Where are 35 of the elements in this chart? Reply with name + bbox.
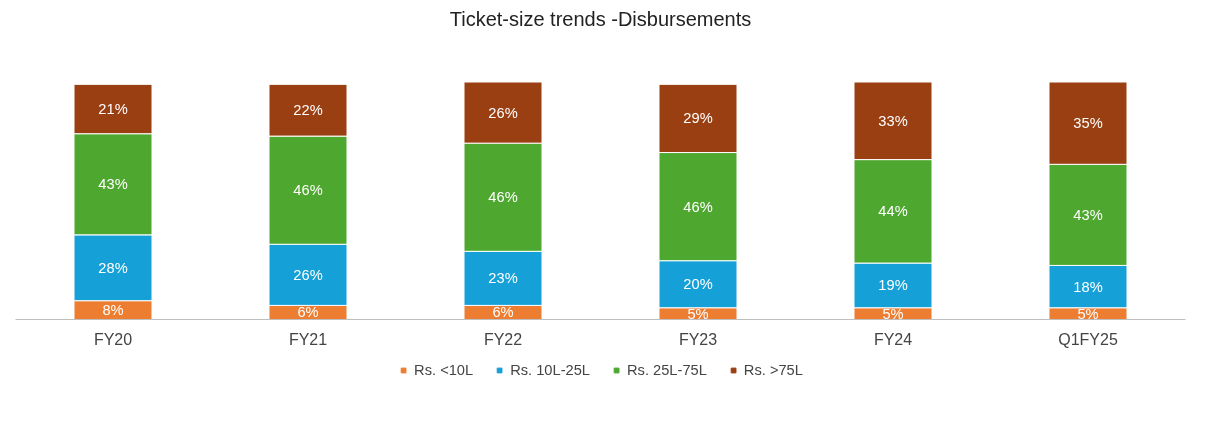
legend-label: Rs. 10L-25L — [510, 362, 590, 378]
data-label: 29% — [683, 110, 713, 127]
data-label: 44% — [878, 203, 908, 220]
data-label: 33% — [878, 112, 908, 129]
data-label: 8% — [102, 302, 124, 319]
x-tick-label: FY24 — [873, 330, 913, 348]
data-label: 6% — [297, 304, 319, 321]
legend-label: Rs. >75L — [743, 362, 803, 378]
data-label: 21% — [98, 101, 128, 118]
x-tick-label: FY20 — [93, 330, 133, 348]
x-tick-label: Q1FY25 — [1058, 330, 1118, 348]
data-label: 46% — [488, 189, 518, 206]
data-label: 46% — [683, 198, 713, 215]
data-label: 43% — [1073, 206, 1103, 223]
data-label: 28% — [98, 259, 128, 276]
data-label: 6% — [492, 304, 514, 321]
x-tick-label: FY23 — [678, 330, 718, 348]
data-label: 5% — [687, 305, 709, 322]
x-tick-label: FY21 — [288, 330, 328, 348]
data-label: 35% — [1073, 115, 1103, 132]
data-label: 5% — [882, 305, 904, 322]
legend-label: Rs. <10L — [414, 362, 474, 378]
chart-title: Ticket-size trends -Disbursements — [449, 7, 752, 30]
x-tick-label: FY22 — [483, 330, 523, 348]
data-label: 23% — [488, 270, 518, 287]
data-label: 19% — [878, 277, 908, 294]
data-label: 18% — [1073, 278, 1103, 295]
data-label: 20% — [683, 276, 713, 293]
data-label: 26% — [293, 266, 323, 283]
data-label: 26% — [488, 104, 518, 121]
data-label: 22% — [293, 102, 323, 119]
data-label: 46% — [293, 182, 323, 199]
data-label: 43% — [98, 176, 128, 193]
data-label: 5% — [1077, 305, 1099, 322]
legend-label: Rs. 25L-75L — [627, 362, 707, 378]
